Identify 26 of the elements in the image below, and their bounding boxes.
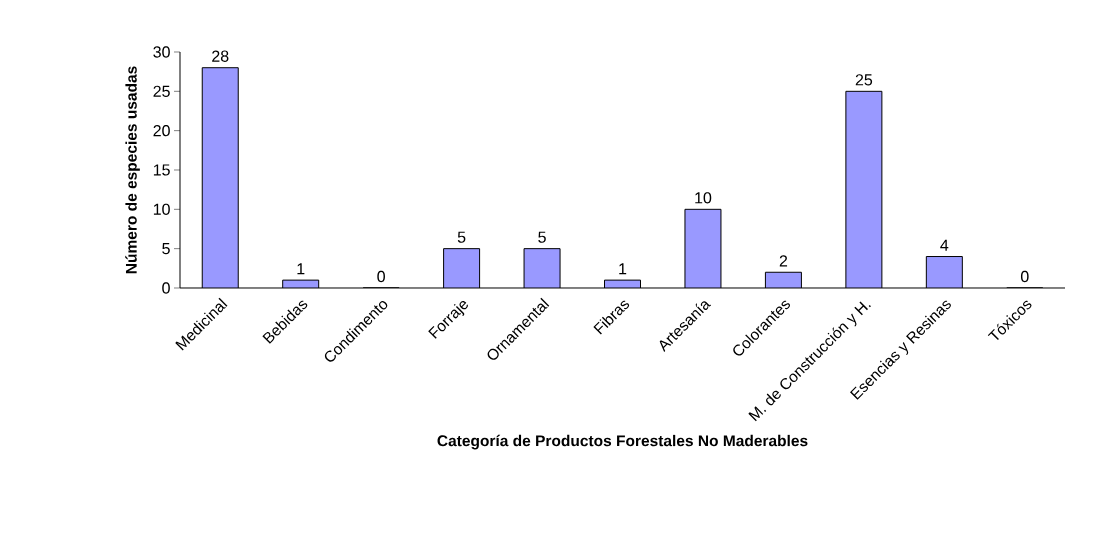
data-label: 0 [377, 270, 385, 283]
data-label: 10 [695, 192, 712, 204]
data-label: 1 [619, 263, 627, 275]
data-label: 5 [457, 231, 466, 243]
data-label: 0 [1020, 270, 1029, 283]
x-axis-title: Categoría de Productos Forestales No Maderables [437, 434, 808, 450]
data-label: 4 [940, 239, 949, 251]
data-label: 1 [297, 263, 305, 275]
data-label: 28 [212, 50, 229, 62]
bar [524, 248, 561, 288]
y-tick-label: 30 [153, 46, 170, 58]
bar [845, 91, 882, 288]
data-label: 25 [855, 74, 873, 86]
y-tick-label: 15 [153, 164, 170, 176]
y-tick-label: 20 [153, 124, 170, 137]
data-label: 2 [779, 255, 788, 267]
y-axis-title: Número de especies usadas [125, 66, 140, 274]
y-tick-label: 0 [162, 282, 170, 294]
y-tick-label: 10 [153, 203, 170, 215]
bar [202, 67, 239, 288]
y-tick-label: 5 [162, 243, 170, 255]
bar [926, 256, 963, 288]
bar [443, 248, 480, 288]
data-label: 5 [538, 231, 546, 243]
bar [684, 209, 721, 288]
y-tick-label: 25 [153, 85, 170, 97]
